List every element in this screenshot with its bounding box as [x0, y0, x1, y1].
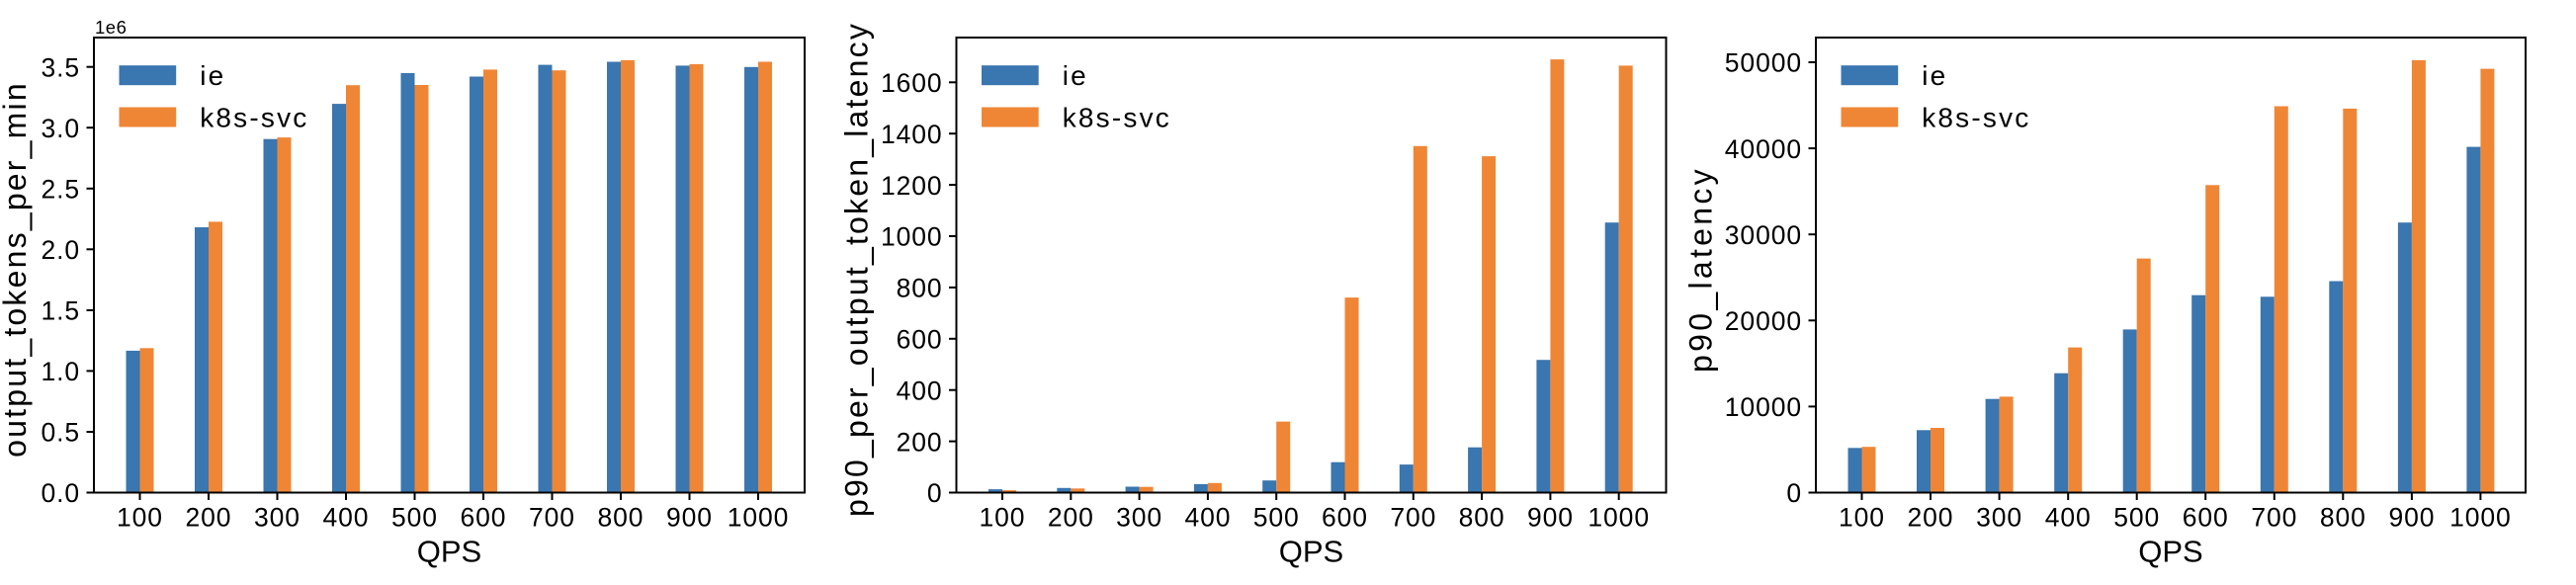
- svg-text:10000: 10000: [1725, 392, 1802, 422]
- svg-text:40000: 40000: [1725, 134, 1802, 164]
- svg-text:0: 0: [927, 478, 943, 508]
- svg-text:900: 900: [666, 503, 713, 533]
- svg-text:20000: 20000: [1725, 306, 1802, 336]
- svg-text:800: 800: [598, 503, 644, 533]
- svg-text:200: 200: [1048, 503, 1094, 533]
- svg-text:1200: 1200: [881, 171, 943, 201]
- svg-text:3.5: 3.5: [41, 52, 80, 82]
- svg-text:ie: ie: [1063, 60, 1088, 91]
- svg-text:1400: 1400: [881, 120, 943, 149]
- svg-text:1000: 1000: [1588, 503, 1650, 533]
- svg-text:300: 300: [1116, 503, 1162, 533]
- svg-text:1600: 1600: [881, 68, 943, 98]
- svg-text:700: 700: [529, 503, 575, 533]
- svg-text:k8s-svc: k8s-svc: [1063, 102, 1171, 132]
- svg-text:100: 100: [980, 503, 1026, 533]
- svg-text:600: 600: [897, 325, 943, 355]
- svg-text:ie: ie: [200, 60, 225, 91]
- svg-text:30000: 30000: [1725, 220, 1802, 250]
- svg-text:k8s-svc: k8s-svc: [1922, 102, 2030, 132]
- svg-text:800: 800: [2320, 503, 2366, 533]
- svg-text:900: 900: [2388, 503, 2435, 533]
- svg-text:1000: 1000: [2449, 503, 2512, 533]
- svg-text:QPS: QPS: [417, 535, 481, 569]
- svg-text:500: 500: [1253, 503, 1300, 533]
- svg-text:400: 400: [897, 376, 943, 405]
- svg-text:800: 800: [1459, 503, 1505, 533]
- svg-text:output_tokens_per_min: output_tokens_per_min: [0, 81, 33, 458]
- svg-text:600: 600: [461, 503, 507, 533]
- svg-text:200: 200: [897, 427, 943, 457]
- svg-text:2.5: 2.5: [41, 175, 80, 205]
- svg-text:k8s-svc: k8s-svc: [200, 102, 308, 132]
- svg-text:p90_per_output_token_latency: p90_per_output_token_latency: [838, 22, 874, 517]
- svg-text:800: 800: [897, 274, 943, 303]
- svg-text:300: 300: [1976, 503, 2022, 533]
- svg-text:200: 200: [186, 503, 232, 533]
- svg-text:900: 900: [1527, 503, 1574, 533]
- svg-text:200: 200: [1908, 503, 1954, 533]
- svg-text:2.0: 2.0: [41, 235, 80, 265]
- svg-text:1.0: 1.0: [41, 357, 80, 386]
- svg-text:3.0: 3.0: [41, 114, 80, 143]
- svg-text:0.0: 0.0: [41, 478, 80, 508]
- svg-text:600: 600: [2183, 503, 2229, 533]
- svg-text:1000: 1000: [728, 503, 790, 533]
- svg-text:300: 300: [254, 503, 301, 533]
- svg-text:ie: ie: [1922, 60, 1947, 91]
- svg-text:0.5: 0.5: [41, 418, 80, 448]
- svg-text:600: 600: [1322, 503, 1368, 533]
- svg-text:100: 100: [117, 503, 163, 533]
- svg-text:100: 100: [1839, 503, 1885, 533]
- svg-text:700: 700: [2251, 503, 2297, 533]
- svg-text:QPS: QPS: [2138, 535, 2202, 569]
- svg-text:QPS: QPS: [1279, 535, 1343, 569]
- svg-text:700: 700: [1390, 503, 1436, 533]
- svg-text:p90_latency: p90_latency: [1683, 166, 1719, 373]
- svg-text:500: 500: [2113, 503, 2160, 533]
- svg-text:400: 400: [2045, 503, 2092, 533]
- svg-text:400: 400: [323, 503, 370, 533]
- svg-text:400: 400: [1184, 503, 1231, 533]
- svg-text:50000: 50000: [1725, 48, 1802, 78]
- svg-text:500: 500: [391, 503, 438, 533]
- svg-text:1e6: 1e6: [95, 17, 127, 38]
- svg-text:0: 0: [1786, 478, 1802, 508]
- svg-text:1.5: 1.5: [41, 296, 80, 326]
- svg-text:1000: 1000: [881, 222, 943, 252]
